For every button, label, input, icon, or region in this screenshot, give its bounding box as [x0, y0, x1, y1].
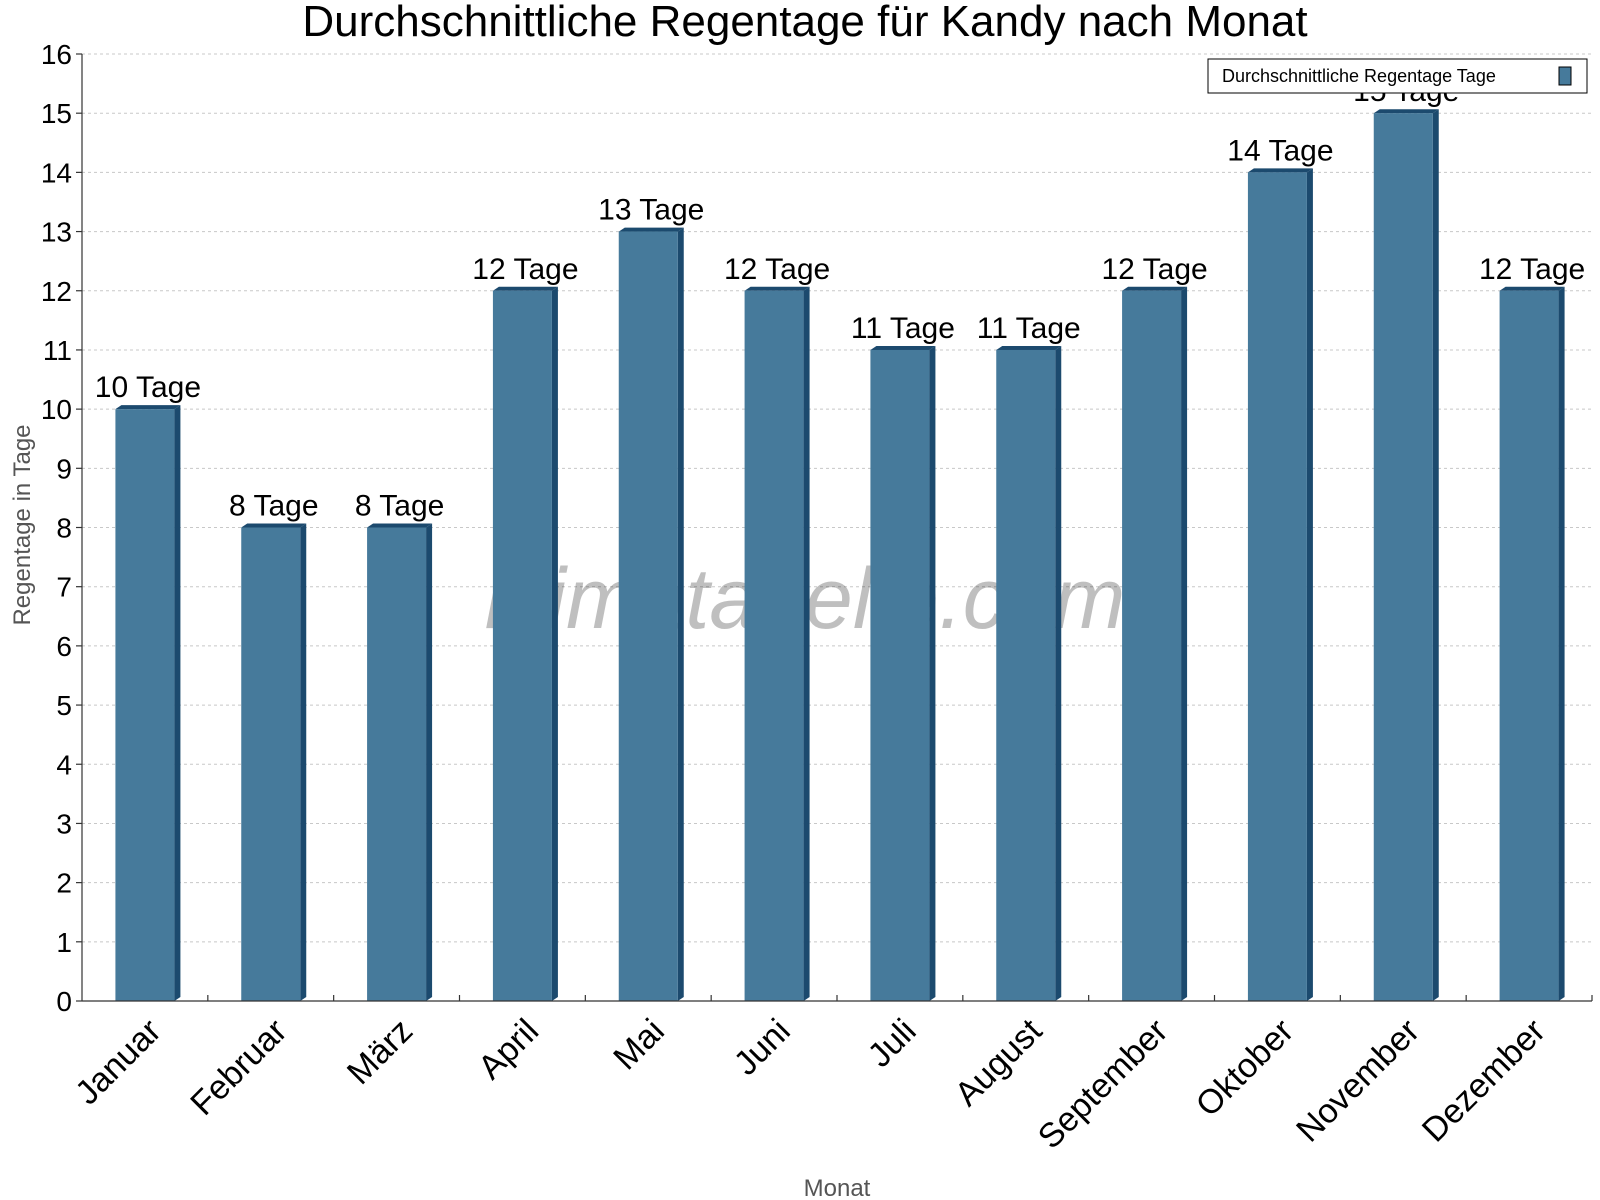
- bar: [1247, 168, 1313, 1001]
- legend: Durchschnittliche Regentage Tage: [1207, 58, 1588, 94]
- data-label: 8 Tage: [355, 490, 445, 523]
- bar-top: [367, 523, 433, 528]
- data-label: 10 Tage: [95, 371, 201, 404]
- bar-front: [367, 527, 427, 1001]
- y-tick-label: 1: [56, 927, 72, 958]
- bar-front: [1247, 172, 1307, 1001]
- bar-top: [870, 345, 936, 350]
- y-tick-label: 0: [56, 986, 72, 1017]
- bar-front: [1122, 290, 1182, 1001]
- bar: [1373, 109, 1439, 1001]
- chart-title: Durchschnittliche Regentage für Kandy na…: [302, 0, 1307, 46]
- bar-side: [1432, 109, 1439, 1001]
- x-axis-label: Monat: [804, 1175, 871, 1200]
- y-tick-label: 10: [41, 394, 72, 425]
- bar-front: [1499, 290, 1559, 1001]
- bar-side: [551, 286, 558, 1001]
- bar-front: [744, 290, 804, 1001]
- bar-top: [1373, 109, 1439, 114]
- data-label: 12 Tage: [1101, 253, 1207, 286]
- bar-side: [300, 523, 307, 1001]
- data-label: 12 Tage: [1479, 253, 1585, 286]
- legend-box: [1207, 58, 1588, 94]
- y-tick-label: 6: [56, 631, 72, 662]
- data-label: 11 Tage: [977, 312, 1081, 345]
- bar-top: [1122, 286, 1188, 291]
- bar: [241, 523, 307, 1001]
- bar: [492, 286, 558, 1001]
- bar-side: [1055, 345, 1062, 1001]
- bar: [115, 405, 181, 1001]
- bar-top: [492, 286, 558, 291]
- data-label: 8 Tage: [229, 490, 319, 523]
- data-label: 14 Tage: [1227, 134, 1333, 167]
- y-tick-label: 2: [56, 868, 72, 899]
- y-tick-label: 3: [56, 808, 72, 839]
- bar-side: [426, 523, 433, 1001]
- data-label: 12 Tage: [724, 253, 830, 286]
- bar-front: [870, 349, 930, 1001]
- data-label: 12 Tage: [472, 253, 578, 286]
- bar-top: [618, 227, 684, 232]
- legend-label: Durchschnittliche Regentage Tage: [1222, 66, 1496, 86]
- y-tick-label: 8: [56, 513, 72, 544]
- y-tick-label: 14: [41, 157, 72, 188]
- y-tick-label: 15: [41, 98, 72, 129]
- bar-top: [996, 345, 1062, 350]
- bar-side: [1181, 286, 1188, 1001]
- bar-side: [929, 345, 936, 1001]
- bar: [744, 286, 810, 1001]
- bar-top: [115, 405, 181, 410]
- bar: [1499, 286, 1565, 1001]
- bar-front: [492, 290, 552, 1001]
- bar: [1122, 286, 1188, 1001]
- bar-front: [618, 231, 678, 1001]
- bar-front: [996, 349, 1056, 1001]
- y-tick-label: 5: [56, 690, 72, 721]
- bar-top: [1247, 168, 1313, 173]
- y-tick-label: 7: [56, 572, 72, 603]
- bar: [367, 523, 433, 1001]
- bar-top: [744, 286, 810, 291]
- bar-front: [1373, 113, 1433, 1001]
- bar: [870, 345, 936, 1001]
- bar: [618, 227, 684, 1001]
- legend-swatch: [1558, 66, 1572, 86]
- bar-series: [115, 109, 1565, 1001]
- bar-side: [677, 227, 684, 1001]
- bar-side: [1558, 286, 1565, 1001]
- bar-front: [241, 527, 301, 1001]
- bar-side: [174, 405, 181, 1001]
- bar-front: [115, 409, 175, 1001]
- bar-side: [803, 286, 810, 1001]
- y-tick-label: 13: [41, 217, 72, 248]
- bar-top: [241, 523, 307, 528]
- y-axis-label: Regentage in Tage: [9, 424, 36, 625]
- y-tick-label: 12: [41, 276, 72, 307]
- y-tick-label: 16: [41, 39, 72, 70]
- bar-side: [1306, 168, 1313, 1001]
- y-tick-label: 11: [43, 335, 72, 366]
- y-tick-label: 9: [56, 453, 72, 484]
- bar: [996, 345, 1062, 1001]
- data-label: 11 Tage: [851, 312, 955, 345]
- data-label: 13 Tage: [598, 194, 704, 227]
- bar-top: [1499, 286, 1565, 291]
- y-tick-label: 4: [56, 749, 72, 780]
